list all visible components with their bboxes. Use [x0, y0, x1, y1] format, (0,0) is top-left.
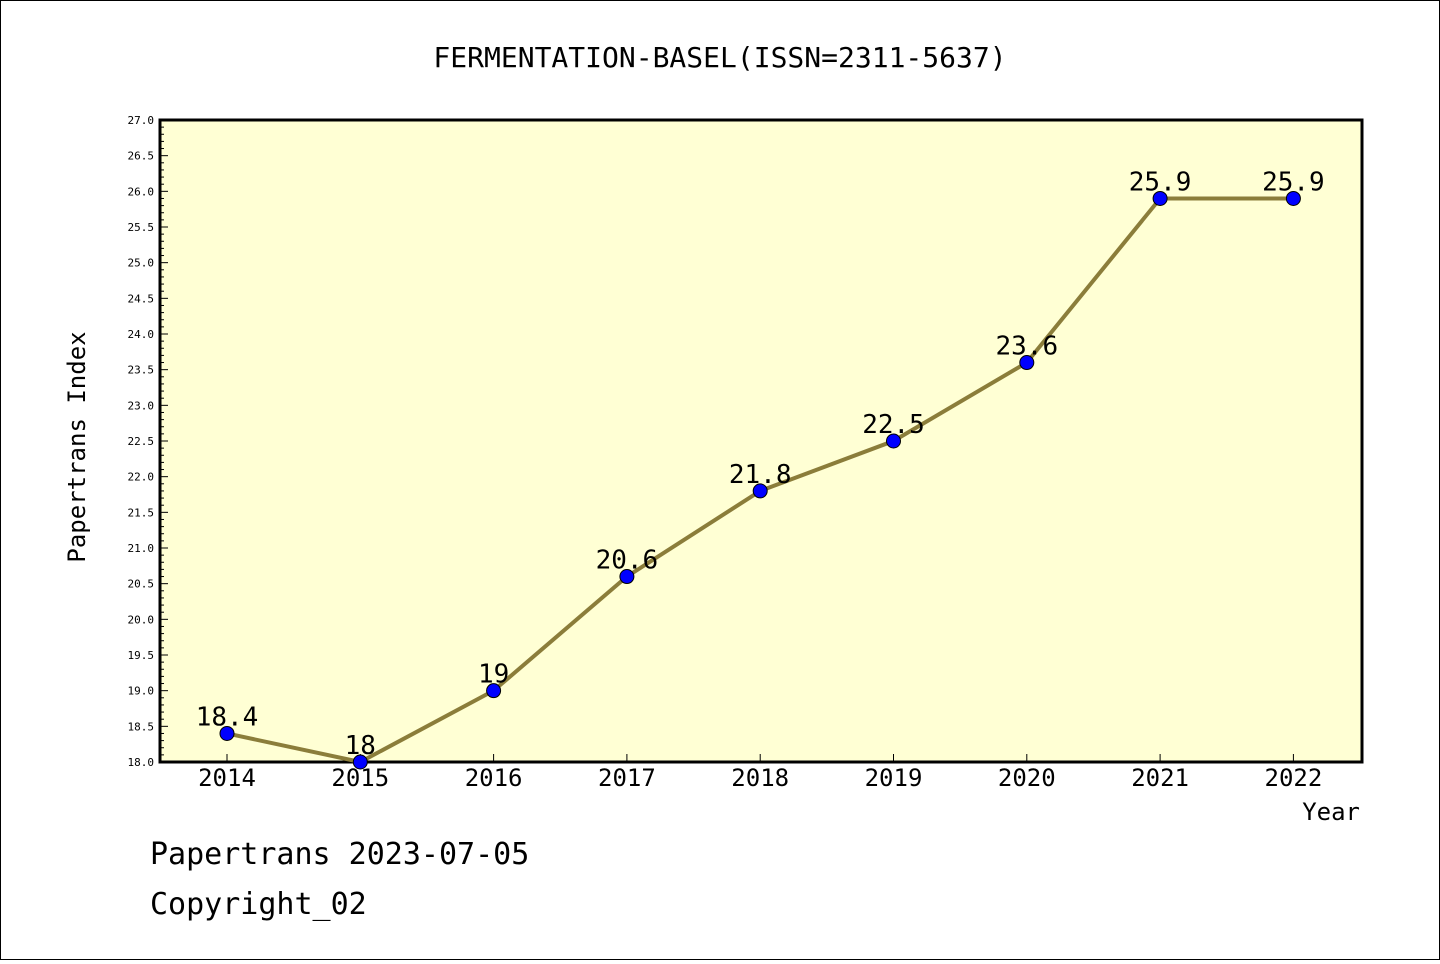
x-tick-label: 2017 — [598, 764, 656, 792]
data-point — [1152, 190, 1168, 206]
x-axis: 2014 2015 2016 2017 2018 2019 2020 2021 2022 — [198, 754, 1322, 792]
data-label: 20.6 — [596, 546, 659, 576]
data-label: 25.9 — [1262, 167, 1325, 197]
data-point — [886, 433, 901, 449]
data-label: 19 — [478, 660, 509, 690]
y-tick-label: 25.5 — [128, 221, 155, 234]
y-tick-label: 18.0 — [128, 756, 155, 769]
y-axis: 18.0 18.5 19.0 19.5 20.0 20.5 21.0 21.5 22.0 22.5… — [128, 114, 168, 769]
data-label: 23.6 — [995, 332, 1058, 362]
data-point — [352, 754, 368, 770]
data-label: 25.9 — [1129, 167, 1192, 197]
data-point — [1285, 190, 1301, 206]
y-tick-label: 23.0 — [128, 399, 155, 412]
data-point — [619, 569, 635, 585]
y-tick-label: 20.5 — [128, 578, 155, 591]
data-label: 22.5 — [862, 410, 925, 440]
y-tick-label: 21.5 — [128, 506, 155, 519]
y-tick-label: 22.0 — [128, 471, 155, 484]
y-tick-label: 25.0 — [128, 257, 155, 270]
x-tick-label: 2016 — [465, 764, 523, 792]
y-tick-label: 24.5 — [128, 292, 155, 305]
data-point — [219, 725, 235, 741]
y-tick-label: 19.0 — [128, 685, 155, 698]
x-tick-label: 2020 — [998, 764, 1056, 792]
x-tick-label: 2018 — [731, 764, 789, 792]
y-tick-label: 26.5 — [128, 150, 155, 163]
y-tick-label: 19.5 — [128, 649, 155, 662]
footer-copyright: Copyright_02 — [150, 887, 367, 922]
x-tick-label: 2021 — [1131, 764, 1189, 792]
y-tick-label: 27.0 — [128, 114, 155, 127]
x-tick-label: 2019 — [865, 764, 923, 792]
data-label: 18 — [345, 731, 376, 761]
x-tick-label: 2014 — [198, 764, 256, 792]
y-tick-label: 22.5 — [128, 435, 155, 448]
series-line-group: 18.4 18 19 20.6 21.8 22.5 23.6 25.9 25.9 — [196, 167, 1325, 770]
y-tick-label: 20.0 — [128, 613, 155, 626]
y-tick-label: 26.0 — [128, 185, 155, 198]
y-tick-label: 21.0 — [128, 542, 155, 555]
y-tick-label: 23.5 — [128, 364, 155, 377]
y-tick-label: 18.5 — [128, 720, 155, 733]
data-point — [486, 683, 502, 699]
data-point — [752, 483, 768, 499]
y-tick-label: 24.0 — [128, 328, 155, 341]
chart-title: FERMENTATION-BASEL(ISSN=2311-5637) — [433, 41, 1006, 74]
x-tick-label: 2022 — [1265, 764, 1323, 792]
plot-area — [158, 118, 1364, 764]
x-axis-label: Year — [1302, 798, 1360, 826]
y-axis-label: Papertrans Index — [63, 331, 91, 562]
data-point — [1019, 355, 1035, 371]
data-label: 21.8 — [729, 460, 792, 490]
footer-date: Papertrans 2023-07-05 — [150, 837, 529, 872]
data-label: 18.4 — [196, 702, 259, 732]
